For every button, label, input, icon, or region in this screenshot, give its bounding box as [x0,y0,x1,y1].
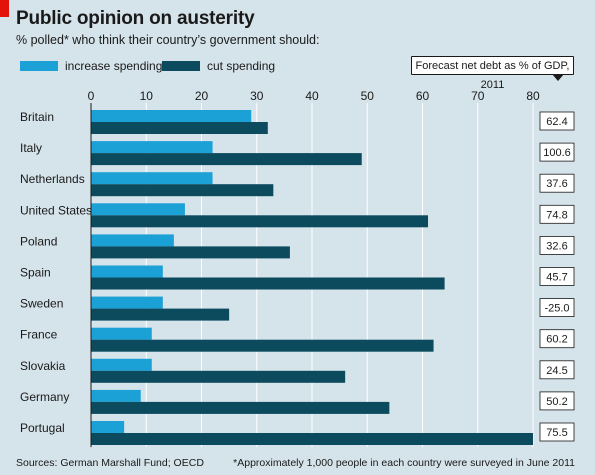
category-label-slovakia: Slovakia [20,359,66,373]
debt-value-united-states: 74.8 [546,209,567,221]
bar-cut-united-states [91,215,429,228]
category-label-spain: Spain [20,266,51,280]
x-tick-label-50: 50 [361,89,375,103]
legend-swatch-cut [162,61,200,71]
debt-value-poland: 32.6 [546,240,567,252]
bar-cut-italy [91,153,362,166]
legend-label-cut: cut spending [207,59,276,73]
bar-cut-netherlands [91,184,274,197]
debt-value-sweden: -25.0 [544,303,569,315]
category-label-portugal: Portugal [20,421,65,435]
debt-value-france: 60.2 [546,334,567,346]
category-label-poland: Poland [20,234,57,248]
debt-box-united-states [539,204,575,224]
legend-swatch-increase [20,61,58,71]
debt-value-slovakia: 24.5 [546,365,567,377]
bar-increase-united-states [91,203,185,216]
bar-increase-netherlands [91,172,213,185]
category-label-netherlands: Netherlands [20,172,85,186]
debt-value-germany: 50.2 [546,396,567,408]
bar-cut-sweden [91,308,230,321]
x-tick-label-40: 40 [305,89,319,103]
bar-increase-spain [91,265,163,278]
x-tick-label-10: 10 [140,89,154,103]
debt-box-netherlands [539,173,575,193]
chart-title: Public opinion on austerity [16,8,255,29]
debt-value-italy: 100.6 [543,147,571,159]
bar-cut-britain [91,122,268,134]
bar-increase-portugal [91,421,125,433]
x-tick-label-0: 0 [88,89,95,103]
debt-box-sweden [539,298,575,318]
bar-cut-poland [91,246,290,259]
category-label-germany: Germany [20,390,69,404]
debt-box-poland [539,235,575,255]
bar-increase-sweden [91,296,163,309]
debt-box-germany [539,391,575,411]
bar-cut-spain [91,277,445,290]
bar-cut-slovakia [91,370,346,383]
debt-value-netherlands: 37.6 [546,178,567,190]
legend-item-increase: increase spending [20,59,162,73]
bar-cut-france [91,339,434,352]
legend-item-cut: cut spending [162,59,275,73]
bar-increase-poland [91,234,174,247]
debt-box-britain [539,111,575,131]
bar-cut-portugal [91,433,533,445]
debt-box-slovakia [539,360,575,380]
debt-column-header: Forecast net debt as % of GDP, 2011 [411,56,574,91]
x-tick-label-60: 60 [416,89,430,103]
bar-increase-italy [91,141,213,154]
debt-value-portugal: 75.5 [546,427,567,439]
debt-box-portugal [539,422,575,442]
category-label-italy: Italy [20,141,42,155]
category-label-united-states: United States [20,203,92,217]
debt-value-britain: 62.4 [546,116,567,128]
debt-box-spain [539,267,575,286]
category-label-france: France [20,328,58,342]
x-tick-label-70: 70 [471,89,485,103]
x-tick-label-20: 20 [195,89,209,103]
category-label-sweden: Sweden [20,297,63,311]
category-label-britain: Britain [20,110,54,124]
debt-box-italy [539,142,575,162]
chart-subtitle: % polled* who think their country’s gove… [16,33,320,47]
legend-label-increase: increase spending [65,59,163,73]
bar-cut-germany [91,401,390,414]
debt-value-spain: 45.7 [546,272,567,284]
debt-box-france [539,329,575,349]
bar-increase-france [91,327,152,340]
survey-footnote: *Approximately 1,000 people in each coun… [233,457,575,469]
x-tick-label-30: 30 [250,89,264,103]
bar-increase-slovakia [91,358,152,371]
bar-increase-germany [91,389,141,402]
x-tick-label-80: 80 [526,89,540,103]
bar-increase-britain [91,110,252,122]
sources-note: Sources: German Marshall Fund; OECD [16,457,204,469]
brand-mark [0,0,9,17]
